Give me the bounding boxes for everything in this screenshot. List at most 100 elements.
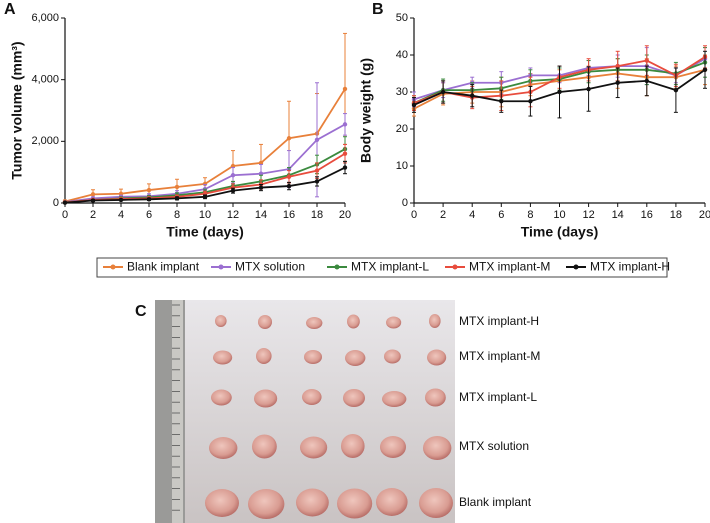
point — [499, 99, 504, 104]
point — [342, 151, 348, 156]
tumor — [423, 436, 452, 460]
row-label: MTX implant-M — [459, 349, 540, 363]
x-tick-label: 8 — [174, 209, 180, 221]
point — [174, 184, 180, 190]
legend-label: MTX implant-L — [351, 260, 429, 274]
point — [146, 187, 152, 193]
y-tick-label: 30 — [396, 86, 408, 98]
legend-marker — [573, 264, 579, 270]
tumor — [343, 389, 365, 407]
tumor — [380, 436, 406, 458]
point — [644, 58, 649, 63]
row-label: MTX implant-L — [459, 390, 537, 404]
point — [90, 192, 96, 197]
x-tick-label: 0 — [411, 209, 417, 221]
tumor — [429, 314, 441, 328]
tumor — [258, 315, 272, 329]
point — [702, 67, 708, 73]
tumor — [205, 489, 239, 517]
y-tick-label: 10 — [396, 160, 408, 172]
x-tick-label: 8 — [527, 209, 533, 221]
row-label: MTX solution — [459, 439, 529, 453]
point — [644, 78, 649, 84]
tumor — [304, 350, 322, 364]
point — [230, 173, 236, 178]
tumor — [302, 389, 322, 405]
tumor — [213, 350, 233, 365]
x-axis-title: Time (days) — [521, 224, 599, 240]
tumor — [255, 348, 272, 364]
tumor — [254, 389, 278, 408]
x-tick-label: 0 — [62, 209, 68, 221]
legend-label: Blank implant — [127, 260, 200, 274]
tumor — [376, 488, 408, 516]
tumor — [248, 489, 285, 519]
y-tick-label: 0 — [53, 197, 59, 209]
y-axis-title: Tumor volume (mm³) — [9, 41, 25, 179]
point — [528, 99, 533, 104]
tumor — [252, 434, 277, 459]
point — [342, 122, 348, 127]
tumor — [382, 391, 407, 407]
tumor — [209, 437, 238, 459]
point — [258, 185, 264, 190]
x-tick-label: 10 — [199, 209, 211, 221]
point — [411, 102, 417, 108]
point — [174, 196, 180, 201]
panel-label: C — [135, 303, 147, 320]
legend-label: MTX solution — [235, 260, 305, 274]
x-tick-label: 14 — [255, 209, 267, 221]
y-axis-title: Body weight (g) — [358, 58, 374, 163]
point — [146, 197, 152, 202]
tumor — [345, 350, 366, 366]
x-tick-label: 16 — [283, 209, 295, 221]
point — [314, 179, 320, 184]
point — [440, 89, 446, 95]
x-tick-label: 2 — [90, 209, 96, 221]
row-label: Blank implant — [459, 495, 532, 509]
tumor — [337, 488, 373, 519]
legend-marker — [110, 264, 116, 270]
tumor — [306, 317, 323, 329]
point — [230, 188, 236, 193]
point — [286, 174, 292, 179]
x-tick-label: 20 — [339, 209, 351, 221]
y-tick-label: 50 — [396, 12, 408, 24]
x-tick-label: 12 — [582, 209, 594, 221]
x-tick-label: 18 — [670, 209, 682, 221]
x-tick-label: 10 — [553, 209, 565, 221]
point — [62, 200, 68, 205]
point — [557, 89, 562, 95]
x-tick-label: 4 — [118, 209, 124, 221]
legend-marker — [218, 264, 224, 270]
tumor — [386, 316, 402, 329]
y-tick-label: 20 — [396, 123, 408, 135]
point — [342, 165, 348, 170]
legend-label: MTX implant-M — [469, 260, 550, 274]
x-tick-label: 6 — [498, 209, 504, 221]
tumor — [296, 488, 329, 517]
point — [673, 87, 679, 93]
point — [286, 183, 292, 189]
point — [342, 86, 348, 92]
x-tick-label: 6 — [146, 209, 152, 221]
tumor — [215, 315, 227, 327]
point — [615, 63, 620, 69]
point — [586, 86, 591, 92]
point — [118, 197, 124, 203]
point — [470, 93, 475, 98]
y-tick-label: 40 — [396, 49, 408, 61]
x-tick-label: 12 — [227, 209, 239, 221]
tumor — [384, 349, 401, 364]
y-tick-label: 4,000 — [31, 74, 59, 86]
x-tick-label: 16 — [641, 209, 653, 221]
legend-marker — [334, 264, 340, 270]
y-tick-label: 6,000 — [31, 12, 59, 24]
point — [202, 194, 208, 200]
legend-marker — [452, 264, 458, 270]
tumor — [211, 389, 232, 406]
x-tick-label: 4 — [469, 209, 475, 221]
legend-label: MTX implant-H — [590, 260, 670, 274]
y-tick-label: 0 — [402, 197, 408, 209]
